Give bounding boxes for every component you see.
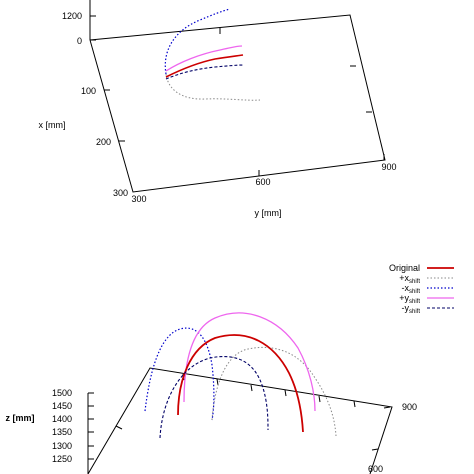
bottom-series-yplus <box>183 312 316 412</box>
legend-label-original: Original <box>389 263 420 273</box>
bottom-z-tick-label: 1400 <box>52 414 72 424</box>
bottom-series-yminus <box>159 356 269 439</box>
legend-label-yplus-main: +y <box>399 293 409 303</box>
legend-label-yminus-main: -y <box>401 303 409 313</box>
bottom-edge-tick <box>318 395 321 403</box>
bottom-z-tick-label: 1450 <box>52 401 72 411</box>
top-series-yminus <box>165 64 245 80</box>
top-x-tick-label: 300 <box>113 188 128 198</box>
bottom-series-xplus <box>211 346 337 437</box>
legend-label-xplus: +xshift <box>399 273 420 285</box>
top-series-yplus <box>165 45 243 72</box>
top-y-tick-label: 600 <box>255 177 270 187</box>
bottom-z-tick-label: 1350 <box>52 427 72 437</box>
top-series-xplus <box>165 73 261 101</box>
top-x-axis-label: x [mm] <box>39 120 66 130</box>
bottom-series-original <box>177 334 304 433</box>
legend-label-xminus: -xshift <box>401 283 420 295</box>
legend-label-yplus-sub: shift <box>409 299 420 305</box>
bottom-edge-tick <box>216 378 219 386</box>
legend-label-xminus-main: -x <box>401 283 409 293</box>
legend-label-xminus-sub: shift <box>409 289 420 295</box>
top-y-tick-label: 300 <box>131 194 146 204</box>
bottom-edge-tick <box>383 406 391 409</box>
legend-entry: Original <box>389 263 454 273</box>
top-plot-box <box>89 14 386 193</box>
bottom-series-xminus <box>144 327 215 421</box>
bottom-z-tick-label: 1250 <box>52 454 72 464</box>
legend-label-yplus: +yshift <box>399 293 420 305</box>
top-y-axis-label: y [mm] <box>255 208 282 218</box>
legend-entry: -xshift <box>401 283 454 295</box>
bottom-edge-tick <box>284 389 287 397</box>
bottom-y-tick-label: 600 <box>368 464 383 474</box>
legend-label-yminus: -yshift <box>401 303 420 315</box>
legend-entry: +xshift <box>399 273 454 285</box>
legend-label-xplus-sub: shift <box>409 279 420 285</box>
bottom-z-tick-label: 1500 <box>52 388 72 398</box>
bottom-plot: 1500 1450 1400 1350 1300 1250 z [mm] 900… <box>6 263 454 474</box>
bottom-edge-tick <box>250 384 253 392</box>
legend-entry: +yshift <box>399 293 454 305</box>
bottom-y-tick-label: 900 <box>402 402 417 412</box>
bottom-z-axis-label: z [mm] <box>6 413 35 423</box>
top-x-tick-label: 0 <box>77 36 82 46</box>
bottom-plot-box <box>87 367 393 474</box>
top-y-tick-label: 900 <box>381 162 396 172</box>
bottom-edge-tick <box>371 448 379 451</box>
top-x-tick-label: 200 <box>96 137 111 147</box>
bottom-edge-tick <box>353 400 356 408</box>
top-x-tick-label: 100 <box>81 86 96 96</box>
legend-label-xplus-main: +x <box>399 273 409 283</box>
top-plot: 1200 0 100 200 300 300 600 900 x [mm] y … <box>39 0 397 218</box>
legend-entry: -yshift <box>401 303 454 315</box>
bottom-edge-tick <box>115 425 123 430</box>
bottom-z-tick-label: 1300 <box>52 441 72 451</box>
legend: Original +xshift -xshift +yshift -yshift <box>389 263 454 315</box>
top-series-original <box>165 54 244 78</box>
top-z-tick-label: 1200 <box>62 11 82 21</box>
legend-label-yminus-sub: shift <box>409 309 420 315</box>
